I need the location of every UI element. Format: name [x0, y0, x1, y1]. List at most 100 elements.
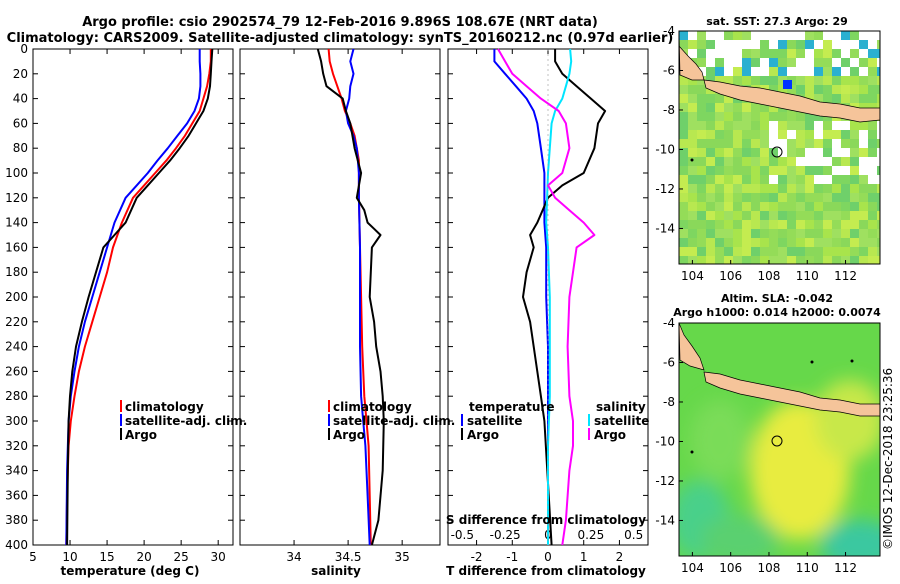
sst-cell	[715, 166, 724, 175]
sst-cell	[805, 58, 814, 67]
map-lat-label: -10	[655, 142, 675, 156]
map-lon-label: 108	[758, 269, 781, 283]
sst-cell	[778, 31, 787, 40]
sst-cell	[877, 103, 880, 112]
sst-cell	[724, 121, 733, 130]
sst-cell	[769, 211, 778, 220]
sla-java-land	[703, 371, 880, 417]
sst-cell	[814, 148, 823, 157]
sst-cell	[769, 238, 778, 247]
s-tick-label: 0.5	[624, 528, 643, 542]
sst-cell	[742, 76, 751, 85]
sst-cell	[688, 49, 697, 58]
sst-cell	[841, 148, 850, 157]
sst-cell	[850, 193, 859, 202]
sst-cell	[751, 166, 760, 175]
sst-cell	[778, 184, 787, 193]
sst-cell	[814, 220, 823, 229]
s-difference-x-axis: -0.5 -0.25 0 0.25 0.5	[451, 528, 644, 542]
sst-cell	[868, 184, 877, 193]
map-lon-label: 110	[796, 561, 819, 575]
sst-cell	[751, 112, 760, 121]
sst-cell	[796, 139, 805, 148]
sst-cell	[688, 220, 697, 229]
sst-cell	[778, 121, 787, 130]
sst-cell	[778, 211, 787, 220]
depth-tick-label: 320	[5, 439, 28, 453]
sst-cell	[760, 58, 769, 67]
x-tick-label: 0	[544, 550, 552, 564]
sst-cell	[679, 202, 688, 211]
sst-cell	[742, 31, 751, 40]
sst-cell	[841, 76, 850, 85]
sst-cell	[868, 229, 877, 238]
sst-cell	[877, 40, 880, 49]
sst-cell	[742, 166, 751, 175]
sst-cell	[733, 238, 742, 247]
sst-cell	[783, 80, 792, 89]
sst-cell	[706, 94, 715, 103]
sst-cell	[751, 148, 760, 157]
x-tick-label: -2	[471, 550, 483, 564]
sst-cell	[715, 238, 724, 247]
sst-cell	[706, 184, 715, 193]
sst-cell	[805, 256, 814, 264]
map-lon-label: 106	[719, 269, 742, 283]
legend-salinity-header: salinity	[596, 400, 646, 414]
depth-tick-label: 160	[5, 240, 28, 254]
sst-cell	[733, 139, 742, 148]
legend-climatology-label: climatology	[125, 400, 204, 414]
sst-cell	[805, 121, 814, 130]
sst-cell	[832, 211, 841, 220]
sst-cell	[868, 211, 877, 220]
sst-cell	[742, 130, 751, 139]
sst-cell	[733, 76, 742, 85]
sst-cell	[841, 130, 850, 139]
sst-cell	[688, 166, 697, 175]
sst-cell	[814, 130, 823, 139]
sst-cell	[751, 202, 760, 211]
sst-cell	[814, 112, 823, 121]
sst-cell	[823, 211, 832, 220]
sst-cell	[814, 85, 823, 94]
sst-cell	[751, 130, 760, 139]
sla-map-title-2: Argo h1000: 0.014 h2000: 0.0074	[673, 306, 881, 319]
sst-cell	[706, 103, 715, 112]
sst-cell	[742, 112, 751, 121]
sst-cell	[697, 175, 706, 184]
depth-tick-label: 80	[13, 141, 28, 155]
sst-cell	[697, 193, 706, 202]
salinity-legend: climatology satellite-adj. clim. Argo	[328, 400, 455, 442]
sst-cell	[832, 148, 841, 157]
sst-cell	[796, 130, 805, 139]
sst-cell	[787, 202, 796, 211]
sst-cell	[841, 193, 850, 202]
sst-cell	[850, 157, 859, 166]
sst-cell	[814, 184, 823, 193]
map-lat-label: -12	[655, 182, 675, 196]
sst-cell	[814, 67, 823, 76]
sst-cell	[715, 121, 724, 130]
sst-cell	[733, 247, 742, 256]
sst-cell	[778, 166, 787, 175]
sst-cell	[769, 184, 778, 193]
sst-cell	[805, 220, 814, 229]
sst-cell	[796, 121, 805, 130]
sst-cell	[751, 157, 760, 166]
sst-cell	[850, 58, 859, 67]
sst-cell	[688, 139, 697, 148]
sst-cell	[805, 85, 814, 94]
sst-cell	[805, 229, 814, 238]
sst-cell	[715, 148, 724, 157]
sst-cell	[868, 67, 877, 76]
sst-cell	[868, 202, 877, 211]
series-line-t-satellite	[493, 49, 549, 545]
sst-cell	[805, 166, 814, 175]
sst-cell	[823, 229, 832, 238]
sst-cell	[760, 121, 769, 130]
sst-cell	[832, 166, 841, 175]
depth-tick-label: 400	[5, 538, 28, 552]
sst-cell	[769, 112, 778, 121]
x-tick-label: 1	[580, 550, 588, 564]
sla-island-dot	[690, 450, 694, 454]
